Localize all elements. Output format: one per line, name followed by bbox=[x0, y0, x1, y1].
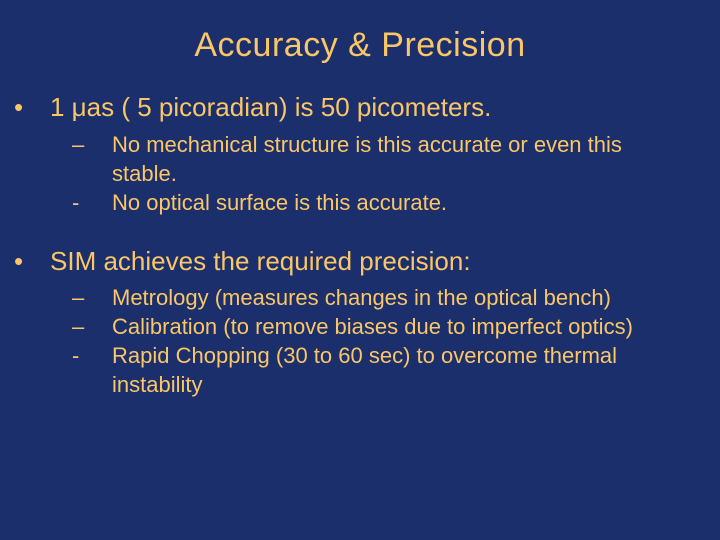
sub-line: -No optical surface is this accurate. bbox=[92, 188, 692, 217]
bullet-2-subs: –Metrology (measures changes in the opti… bbox=[92, 283, 692, 399]
sub-line: –No mechanical structure is this accurat… bbox=[92, 130, 692, 188]
dash-icon: – bbox=[92, 312, 112, 341]
sub-text: No optical surface is this accurate. bbox=[112, 190, 447, 215]
bullet-2: •SIM achieves the required precision: bbox=[28, 245, 692, 278]
sub-text: Rapid Chopping (30 to 60 sec) to overcom… bbox=[112, 343, 617, 397]
bullet-dot-icon: • bbox=[32, 245, 50, 278]
slide: Accuracy & Precision •1 μas ( 5 picoradi… bbox=[0, 0, 720, 540]
sub-text: Calibration (to remove biases due to imp… bbox=[112, 314, 633, 339]
slide-title: Accuracy & Precision bbox=[28, 26, 692, 65]
dash-icon: - bbox=[92, 188, 112, 217]
sub-line: –Metrology (measures changes in the opti… bbox=[92, 283, 692, 312]
sub-line: –Calibration (to remove biases due to im… bbox=[92, 312, 692, 341]
sub-text: Metrology (measures changes in the optic… bbox=[112, 285, 611, 310]
sub-line: -Rapid Chopping (30 to 60 sec) to overco… bbox=[92, 341, 692, 399]
dash-icon: - bbox=[92, 341, 112, 370]
bullet-1-subs: –No mechanical structure is this accurat… bbox=[92, 130, 692, 217]
dash-icon: – bbox=[92, 130, 112, 159]
bullet-dot-icon: • bbox=[32, 91, 50, 124]
bullet-1-text: 1 μas ( 5 picoradian) is 50 picometers. bbox=[50, 92, 491, 122]
sub-text: No mechanical structure is this accurate… bbox=[112, 132, 622, 186]
dash-icon: – bbox=[92, 283, 112, 312]
bullet-1: •1 μas ( 5 picoradian) is 50 picometers. bbox=[28, 91, 692, 124]
bullet-2-text: SIM achieves the required precision: bbox=[50, 246, 471, 276]
